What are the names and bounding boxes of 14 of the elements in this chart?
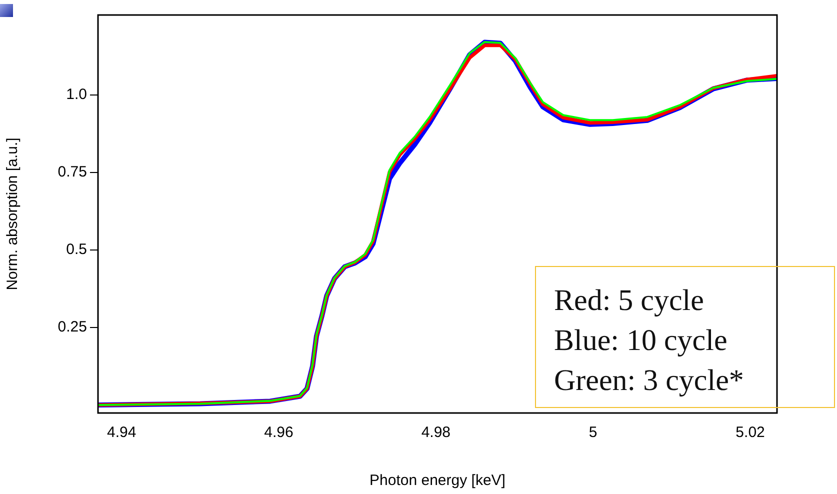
- y-tick-label: 0.25: [58, 318, 87, 336]
- x-tick-label: 4.96: [264, 424, 294, 442]
- x-tick-label: 5: [588, 424, 598, 442]
- y-tick-label: 0.75: [58, 164, 87, 181]
- y-tick-label: 1.0: [66, 86, 87, 104]
- x-tick-label: 4.98: [421, 424, 451, 442]
- y-axis-title: Norm. absorption [a.u.]: [4, 138, 22, 290]
- x-tick-label: 4.94: [106, 424, 136, 442]
- x-axis-title: Photon energy [keV]: [370, 472, 506, 490]
- annotation: Green: 3 cycle*: [554, 363, 745, 399]
- x-tick-label: 5.02: [736, 424, 765, 442]
- y-tick-label: 0.5: [66, 241, 87, 258]
- annotation: Blue: 10 cycle: [554, 323, 728, 359]
- annotation: Red: 5 cycle: [554, 283, 705, 319]
